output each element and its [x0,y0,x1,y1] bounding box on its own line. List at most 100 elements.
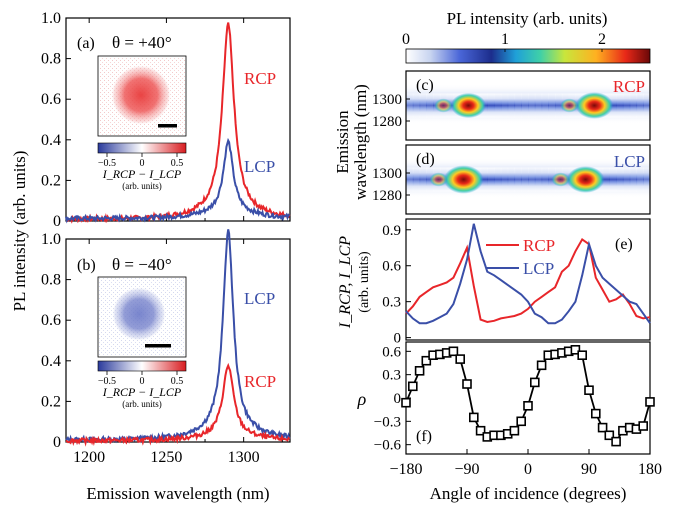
b-ytick-label: 1.0 [41,231,61,248]
panel-a-frame [65,17,291,222]
d-band-cell [487,167,495,192]
d-band-cell [643,167,651,192]
panel-a-cb-tick-zero: 0 [140,158,145,169]
a-ytick-label: 0.2 [41,172,61,189]
c-band-cell [514,93,522,118]
c-band-cell [636,93,644,118]
f-xtick-label: 0 [524,461,532,478]
panel-a-cb-tick-pos: 0.5 [171,158,184,169]
panel-d: 1300 1280 (d) LCP [372,144,651,215]
c-band-cell [616,93,624,118]
b-ytick-label: 0.2 [41,393,61,410]
panel-e-legend-rcp: RCP [523,236,555,255]
panel-b-inset: −0.5 0 0.5 I_RCP − I_LCP (arb. units) [97,276,187,409]
pl-colorbar-tick-0: 0 [402,31,410,48]
c-hotspot-side [434,98,453,113]
f-rho-point [401,397,411,408]
f-ytick-label: −0.3 [374,414,401,430]
b-series-rcp [65,362,291,447]
panel-b-lcp-label: LCP [244,289,275,308]
c-band-cell [643,93,651,118]
d-hotspot-side [429,172,448,187]
panel-e: 0 0.3 0.6 0.9 (e) RCP LCP [382,218,651,347]
b-xtick-label: 1200 [73,449,105,466]
f-rho-point [414,365,425,376]
e-series-lcp [405,223,651,325]
panel-b-label: (b) [77,257,96,274]
panel-e-legend-lcp: LCP [523,259,554,278]
c-band-cell [555,93,563,118]
d-band-cell [629,167,638,192]
pl-colorbar: PL intensity (arb. units) 0 1 2 [402,9,651,64]
f-rho-point [407,381,418,392]
a-ytick-label: 1.0 [41,10,61,27]
f-rho-point [421,355,432,366]
panel-d-label: (d) [416,151,435,168]
f-ytick-label: 0.6 [382,344,401,360]
panel-a-rcp-label: RCP [244,69,276,88]
f-rho-point [584,385,594,396]
b-series-lcp [65,229,291,446]
panel-d-frame [405,144,651,215]
d-band-cell [419,167,427,192]
panel-b-angle: θ = −40° [112,255,172,274]
a-ytick-label: 0.8 [41,51,61,68]
f-rho-point [604,430,615,441]
d-band-cell [602,167,610,192]
cd-ylabel-line2: wavelength (nm) [351,84,370,200]
panel-a-cb-label: I_RCP − I_LCP [102,167,182,181]
pl-colorbar-title: PL intensity (arb. units) [447,9,608,28]
d-band-cell [514,167,522,192]
e-ytick-label: 0.3 [382,295,401,311]
b-ytick-label: 0.4 [41,353,61,370]
left-xlabel: Emission wavelength (nm) [86,484,269,503]
panel-e-label: (e) [615,236,633,253]
c-band-cell [412,93,421,118]
f-rho-point [455,354,466,364]
panel-a-angle: θ = +40° [112,33,172,52]
d-band-cell [500,167,509,192]
panel-d-corner-label: LCP [614,152,645,171]
e-ytick-label: 0.6 [382,259,401,275]
b-xtick-label: 1300 [228,449,260,466]
panel-b-inset-spot [112,287,166,341]
d-band-cell [406,167,414,192]
d-hotspot-side [551,172,570,187]
c-band-cell [487,93,495,118]
panel-f: 0.6 0.3 0 −0.3 −0.6 −180 −90 0 90 180 (f) [374,341,662,478]
panel-c-ytick-1280: 1280 [372,114,402,130]
c-band-cell [629,93,638,118]
f-rho-point [536,360,547,371]
panel-c-ytick-1300: 1300 [372,92,402,108]
f-rho-point [529,377,540,388]
c-band-cell [494,93,502,118]
panel-b-scalebar [145,344,171,348]
a-ytick-label: 0.4 [41,132,61,149]
panel-c: 1300 1280 (c) RCP [372,70,651,141]
a-series-lcp [65,137,291,224]
panel-a-cb-label-sub: (arb. units) [122,181,162,191]
panel-b-rcp-label: RCP [244,372,276,391]
panel-c-corner-label: RCP [613,77,645,96]
panel-b-cb-label: I_RCP − I_LCP [102,385,182,399]
f-xtick-label: −90 [454,461,479,478]
f-rho-point [645,397,655,407]
c-band-cell [500,93,509,118]
panel-b: 0 0.2 0.4 0.6 0.8 1.0 1200 1250 1300 (b) θ = −4… [41,229,291,466]
f-rho-point [597,422,608,433]
a-ytick-label: 0.6 [41,91,61,108]
f-rho-point [468,412,479,423]
a-ytick-label: 0 [53,213,61,230]
d-band-cell [412,167,421,192]
f-rho-point [611,436,621,447]
panel-b-cb-tick-neg: −0.5 [98,376,116,387]
panel-c-frame [405,70,651,141]
cd-ylabel-line1: Emission [333,110,352,174]
f-rho-point [516,416,527,427]
panel-a-inset-colorbar [97,142,187,154]
f-xtick-label: 180 [638,461,662,478]
panel-b-frame [65,238,291,443]
d-band-cell [507,167,516,192]
c-band-cell [528,93,536,118]
f-rho-point [590,408,601,419]
